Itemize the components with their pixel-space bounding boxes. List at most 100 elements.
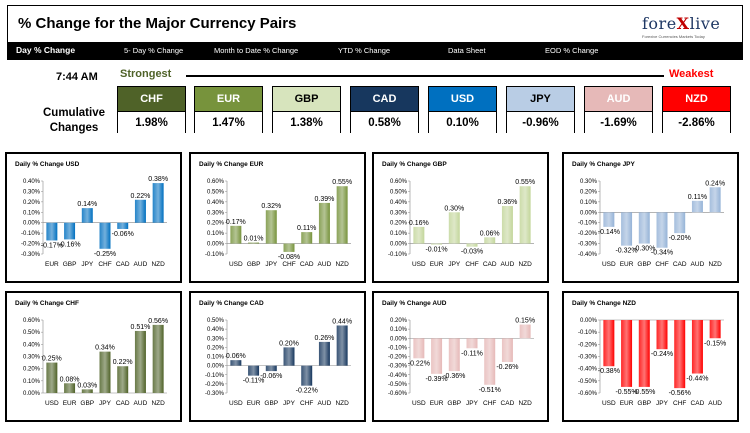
data-label: -0.34% xyxy=(651,250,673,257)
bar-jpy xyxy=(99,351,111,393)
currency-code: NZD xyxy=(663,87,730,112)
header-bar: % Change for the Major Currency Pairs fo… xyxy=(7,5,743,60)
y-tick-label: 0.10% xyxy=(390,231,408,237)
data-label: -0.03% xyxy=(461,249,483,256)
bar-eur xyxy=(431,338,443,374)
tab-day-change[interactable]: Day % Change xyxy=(16,45,76,55)
bar-eur xyxy=(64,383,76,393)
y-tick-label: -0.40% xyxy=(388,373,408,379)
y-tick-label: 0.20% xyxy=(23,367,41,373)
x-tick-label: JPY xyxy=(656,400,669,407)
data-label: 0.36% xyxy=(497,199,517,206)
y-tick-label: 0.40% xyxy=(23,179,41,185)
tab-5-day-change[interactable]: 5- Day % Change xyxy=(124,46,184,55)
data-label: 0.56% xyxy=(148,318,168,325)
currency-box-gbp: GBP 1.38% xyxy=(272,86,341,133)
y-tick-label: 0.00% xyxy=(207,364,225,370)
x-tick-label: EUR xyxy=(45,261,59,268)
currency-cumulative-value: -1.69% xyxy=(585,112,652,133)
bar-aud xyxy=(318,341,330,366)
y-tick-label: -0.30% xyxy=(205,391,225,397)
data-label: 0.25% xyxy=(42,356,62,363)
logo-text-x: X xyxy=(676,14,690,33)
x-tick-label: GBP xyxy=(447,400,461,407)
data-label: 0.24% xyxy=(705,180,725,187)
y-tick-label: 0.20% xyxy=(207,221,225,227)
data-label: 0.16% xyxy=(409,220,429,227)
chart-daily-change-eur: Daily % Change EUR 0.60% 0.50% 0.40% 0.30% 0.… xyxy=(189,152,366,283)
y-tick-label: 0.50% xyxy=(207,189,225,195)
chart-title: Daily % Change GBP xyxy=(382,161,447,168)
chart-svg: 0.20%0.10%0.00%-0.10%-0.20%-0.30%-0.40%-… xyxy=(388,318,535,407)
data-label: -0.39% xyxy=(425,376,447,383)
bar-chf xyxy=(656,212,668,248)
x-tick-label: USD xyxy=(602,261,616,268)
y-tick-label: 0.00% xyxy=(580,210,598,216)
data-label: -0.56% xyxy=(669,390,691,397)
data-label: -0.11% xyxy=(461,350,483,357)
bar-usd xyxy=(603,212,615,227)
data-label: 0.06% xyxy=(226,353,246,360)
chart-title: Daily % Change NZD xyxy=(572,300,636,307)
forexlive-logo: foreXlive Forexive Currencies Markets To… xyxy=(642,14,732,44)
data-label: -0.32% xyxy=(615,248,637,255)
y-tick-label: -0.10% xyxy=(205,373,225,379)
y-tick-label: -0.30% xyxy=(578,355,598,361)
bar-nzd xyxy=(519,186,531,244)
bar-gbp xyxy=(81,389,93,393)
x-tick-label: CHF xyxy=(465,261,478,268)
cumulative-changes-label: Cumulative Changes xyxy=(38,106,110,136)
x-tick-label: USD xyxy=(229,261,243,268)
bar-cad xyxy=(674,212,686,234)
chart-svg: 0.30%0.20%0.10%0.00%-0.10%-0.20%-0.30%-0… xyxy=(578,179,725,268)
bar-chf xyxy=(99,222,111,249)
x-tick-label: CHF xyxy=(300,400,313,407)
x-tick-label: CAD xyxy=(300,261,314,268)
tab-eod-change[interactable]: EOD % Change xyxy=(545,46,599,55)
y-tick-label: -0.10% xyxy=(578,221,598,227)
y-tick-label: -0.50% xyxy=(388,382,408,388)
y-tick-label: -0.30% xyxy=(578,242,598,248)
x-tick-label: AUD xyxy=(318,261,332,268)
y-tick-label: 0.50% xyxy=(23,330,41,336)
bar-jpy xyxy=(265,210,277,244)
data-label: 0.08% xyxy=(60,376,80,383)
chart-svg: 0.50% 0.40% 0.30% 0.20% 0.10% 0.00% -0.10% -0.2… xyxy=(205,318,352,407)
y-tick-label: 0.10% xyxy=(580,200,598,206)
bar-jpy xyxy=(81,208,93,223)
currency-code: EUR xyxy=(195,87,262,112)
chart-daily-change-gbp: Daily % Change GBP 0.60% 0.50% 0.40% 0.30% 0.… xyxy=(372,152,549,283)
currency-box-jpy: JPY -0.96% xyxy=(506,86,575,133)
y-tick-label: -0.20% xyxy=(578,342,598,348)
data-label: 0.11% xyxy=(297,225,316,232)
data-label: -0.11% xyxy=(243,378,265,385)
y-tick-label: 0.40% xyxy=(390,200,408,206)
data-label: 0.38% xyxy=(148,176,168,183)
data-label: 0.17% xyxy=(226,219,246,226)
y-tick-label: 0.10% xyxy=(207,231,225,237)
y-tick-label: -0.20% xyxy=(205,382,225,388)
chart-daily-change-jpy: Daily % Change JPY 0.30% 0.20% 0.10% 0.00% -0… xyxy=(562,152,739,283)
chart-svg: 0.60% 0.50% 0.40% 0.30% 0.20% 0.10% 0.00% -0.10… xyxy=(205,179,352,268)
y-tick-label: -0.50% xyxy=(578,379,598,385)
bar-nzd xyxy=(152,183,164,223)
bar-aud xyxy=(709,320,721,339)
bar-cad xyxy=(301,232,313,244)
tab-data-sheet[interactable]: Data Sheet xyxy=(448,46,486,55)
x-tick-label: CHF xyxy=(673,400,686,407)
x-tick-label: GBP xyxy=(80,400,94,407)
x-tick-label: JPY xyxy=(448,261,461,268)
x-tick-label: USD xyxy=(45,400,59,407)
bar-jpy xyxy=(656,320,668,350)
chart-title: Daily % Change JPY xyxy=(572,161,635,168)
tab-month-to-date-change[interactable]: Month to Date % Change xyxy=(214,46,299,55)
tab-ytd-change[interactable]: YTD % Change xyxy=(338,46,391,55)
y-tick-label: 0.40% xyxy=(23,342,41,348)
x-tick-label: CAD xyxy=(691,400,705,407)
currency-cumulative-value: 1.38% xyxy=(273,112,340,133)
data-label: -0.26% xyxy=(496,364,518,371)
y-tick-label: 0.30% xyxy=(207,210,225,216)
y-tick-label: 0.50% xyxy=(390,189,408,195)
strongest-label: Strongest xyxy=(120,68,172,80)
x-tick-label: GBP xyxy=(637,261,651,268)
